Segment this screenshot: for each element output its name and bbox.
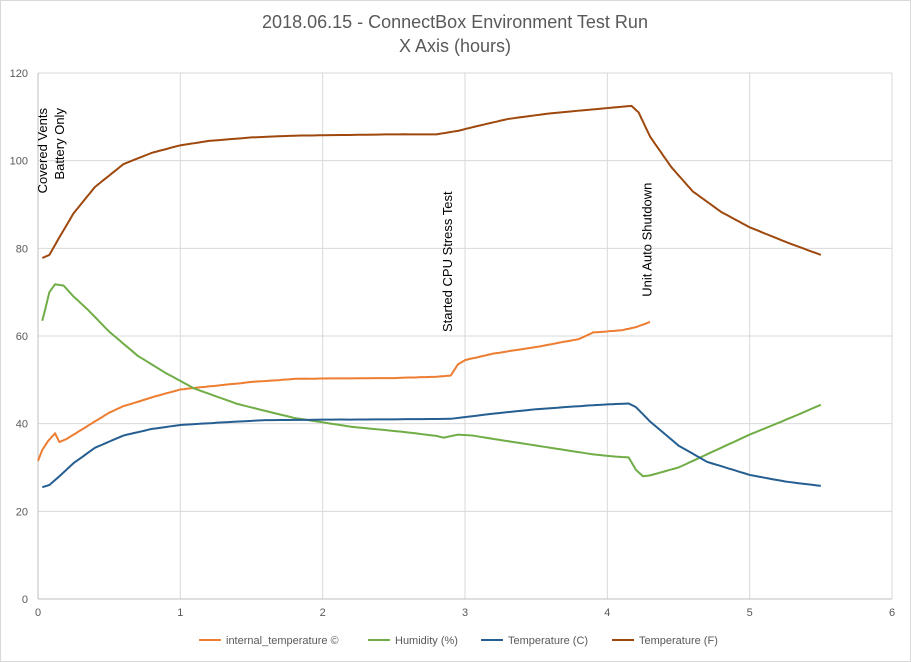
annotation-2: Started CPU Stress Test xyxy=(440,191,455,332)
grid-layer xyxy=(38,72,893,599)
y-tick-label: 100 xyxy=(10,156,28,168)
x-tick-label: 4 xyxy=(604,607,610,619)
legend-item-3: Temperature (C) xyxy=(481,635,588,647)
annotation-line: Covered Vents xyxy=(35,108,50,194)
annotation-line: Unit Auto Shutdown xyxy=(639,183,654,297)
series-layer xyxy=(37,104,822,489)
series-line-3 xyxy=(42,402,821,489)
y-tick-label: 80 xyxy=(16,243,28,255)
series-line-1 xyxy=(37,321,651,462)
x-tick-label: 3 xyxy=(462,607,468,619)
legend-item-2: Humidity (%) xyxy=(368,635,458,647)
annotation-layer: Covered Vents Battery Only Started CPU Str… xyxy=(35,108,654,332)
y-tick-label: 120 xyxy=(10,68,28,80)
annotation-line: Battery Only xyxy=(52,108,67,180)
y-tick-label: 20 xyxy=(16,506,28,518)
x-tick-label: 1 xyxy=(177,607,183,619)
legend-label: Temperature (F) xyxy=(639,635,718,647)
chart-title: 2018.06.15 - ConnectBox Environment Test… xyxy=(262,12,648,32)
axis-layer: 0 20 40 60 80 100 120 0 1 2 3 4 5 6 xyxy=(10,68,895,619)
legend-label: Temperature (C) xyxy=(508,635,588,647)
annotation-3: Unit Auto Shutdown xyxy=(639,183,654,297)
legend-label: Humidity (%) xyxy=(395,635,458,647)
x-tick-label: 2 xyxy=(320,607,326,619)
legend: internal_temperature © Humidity (%) Temper… xyxy=(199,635,718,647)
x-tick-label: 5 xyxy=(747,607,753,619)
legend-label: internal_temperature © xyxy=(226,635,339,647)
chart-subtitle: X Axis (hours) xyxy=(399,36,511,56)
x-tick-label: 0 xyxy=(35,607,41,619)
legend-item-4: Temperature (F) xyxy=(612,635,718,647)
annotation-line: Started CPU Stress Test xyxy=(440,191,455,332)
series-line-2 xyxy=(41,283,822,478)
legend-item-1: internal_temperature © xyxy=(199,635,339,647)
annotation-1: Covered Vents Battery Only xyxy=(35,108,67,194)
y-tick-label: 60 xyxy=(16,331,28,343)
series-line-4 xyxy=(41,104,822,259)
y-tick-label: 40 xyxy=(16,419,28,431)
x-tick-label: 6 xyxy=(889,607,895,619)
y-tick-label: 0 xyxy=(22,594,28,606)
